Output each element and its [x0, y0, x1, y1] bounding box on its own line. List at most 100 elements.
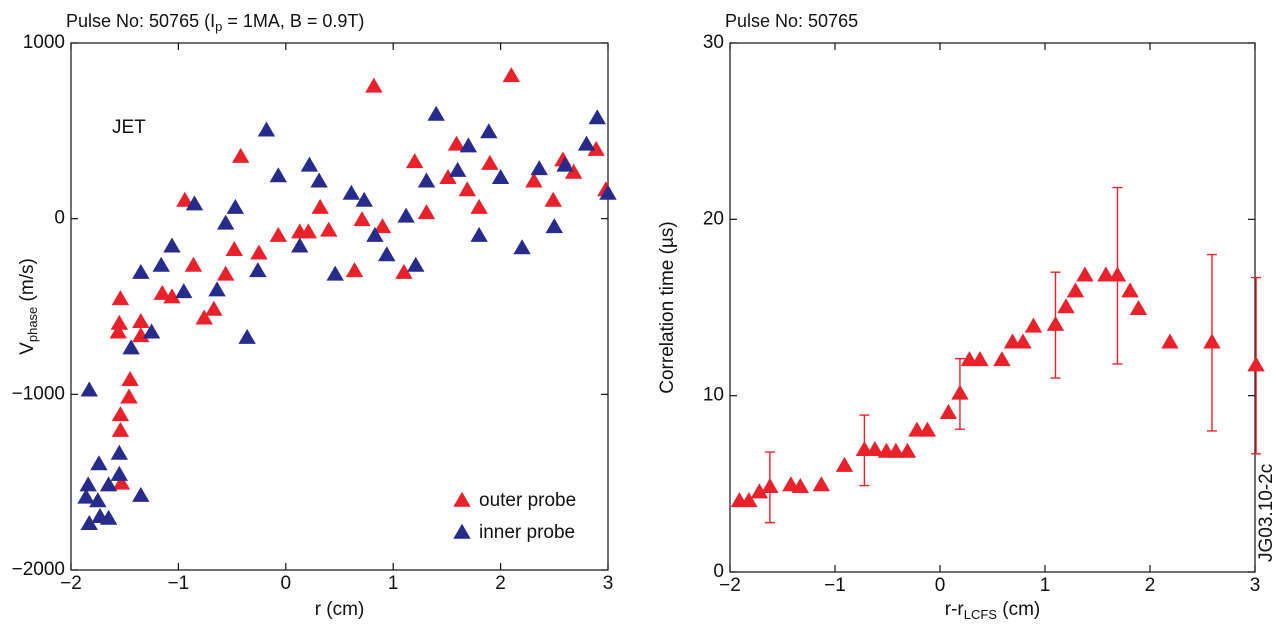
y-tick-label: 30: [703, 32, 724, 53]
legend-label: inner probe: [479, 522, 575, 543]
point: [110, 465, 129, 481]
point: [395, 263, 413, 279]
y-axis-label-part: V: [17, 342, 38, 355]
point: [1203, 333, 1221, 349]
point: [564, 163, 583, 179]
point: [750, 483, 769, 499]
point: [812, 476, 831, 492]
annotation: JG03.10-2c: [1256, 464, 1276, 562]
point: [142, 323, 161, 339]
point: [491, 168, 510, 184]
point: [238, 328, 256, 344]
y-tick-label: 20: [703, 208, 724, 229]
point: [887, 442, 905, 458]
point: [184, 256, 203, 272]
point: [216, 214, 235, 230]
x-tick-label: 1: [1040, 575, 1051, 596]
point: [1076, 266, 1094, 282]
point: [77, 488, 95, 504]
x-tick-label: 2: [1145, 575, 1156, 596]
point: [216, 265, 235, 281]
point: [1121, 282, 1139, 298]
x-tick-label: 0: [935, 575, 946, 596]
point: [132, 263, 150, 279]
point: [163, 237, 181, 253]
x-axis-label-part: r-r: [945, 599, 965, 620]
y-tick-label: 0: [713, 561, 724, 582]
point: [1057, 298, 1075, 314]
point: [439, 168, 457, 184]
y-tick-label: 0: [54, 208, 65, 229]
point: [353, 211, 371, 227]
point: [112, 474, 131, 490]
point: [195, 309, 213, 325]
point: [355, 191, 373, 207]
y-tick-label: −2000: [12, 559, 65, 580]
point: [226, 198, 245, 214]
point: [132, 313, 150, 329]
point: [459, 137, 478, 153]
point: [397, 207, 415, 223]
point: [269, 167, 287, 183]
y-axis-label: Correlation time (µs): [657, 221, 678, 393]
point: [1108, 266, 1127, 282]
plot-frame: [70, 42, 609, 571]
point: [599, 184, 617, 200]
x-tick-label: 2: [495, 573, 506, 594]
point: [269, 226, 287, 242]
point: [1247, 356, 1265, 372]
point: [99, 509, 118, 525]
point: [110, 314, 129, 330]
point: [587, 140, 605, 156]
point: [175, 283, 193, 299]
point: [205, 300, 223, 316]
point: [225, 240, 243, 256]
point: [530, 160, 548, 176]
x-tick-label: −2: [719, 575, 741, 596]
point: [866, 441, 884, 457]
point: [208, 281, 226, 297]
point: [939, 404, 958, 419]
point: [447, 135, 466, 151]
y-tick-label: 1000: [23, 32, 65, 53]
chart-title: Pulse No: 50765 (Ip = 1MA, B = 0.9T): [66, 11, 364, 35]
point: [326, 265, 344, 281]
point: [378, 246, 396, 262]
point: [918, 421, 937, 437]
point: [185, 195, 204, 211]
point: [257, 121, 276, 137]
point: [122, 339, 140, 355]
point: [1046, 315, 1065, 331]
point: [417, 204, 436, 220]
point: [121, 370, 139, 386]
point: [79, 476, 97, 492]
point: [291, 223, 309, 239]
chart-title-part: p: [215, 19, 222, 34]
point: [525, 172, 543, 188]
point: [111, 406, 130, 422]
point: [458, 181, 477, 197]
x-axis-label: r-rLCFS (cm): [945, 599, 1040, 622]
point: [365, 77, 383, 93]
point: [971, 351, 989, 367]
x-tick-label: −2: [60, 573, 82, 594]
x-axis-label-part: (cm): [997, 599, 1040, 620]
x-tick-label: −1: [168, 573, 190, 594]
x-tick-label: 3: [603, 573, 614, 594]
x-tick-label: 3: [1250, 575, 1261, 596]
point: [111, 290, 130, 306]
point: [250, 244, 268, 260]
point: [231, 147, 250, 163]
point: [480, 123, 498, 139]
y-axis-label-part: (m/s): [17, 258, 38, 307]
legend-marker: [453, 523, 471, 539]
y-axis-label-part: phase: [25, 307, 40, 342]
point: [120, 388, 138, 404]
point: [577, 135, 596, 151]
point: [470, 198, 488, 214]
point: [588, 109, 606, 125]
point: [176, 191, 194, 207]
point: [470, 226, 488, 242]
